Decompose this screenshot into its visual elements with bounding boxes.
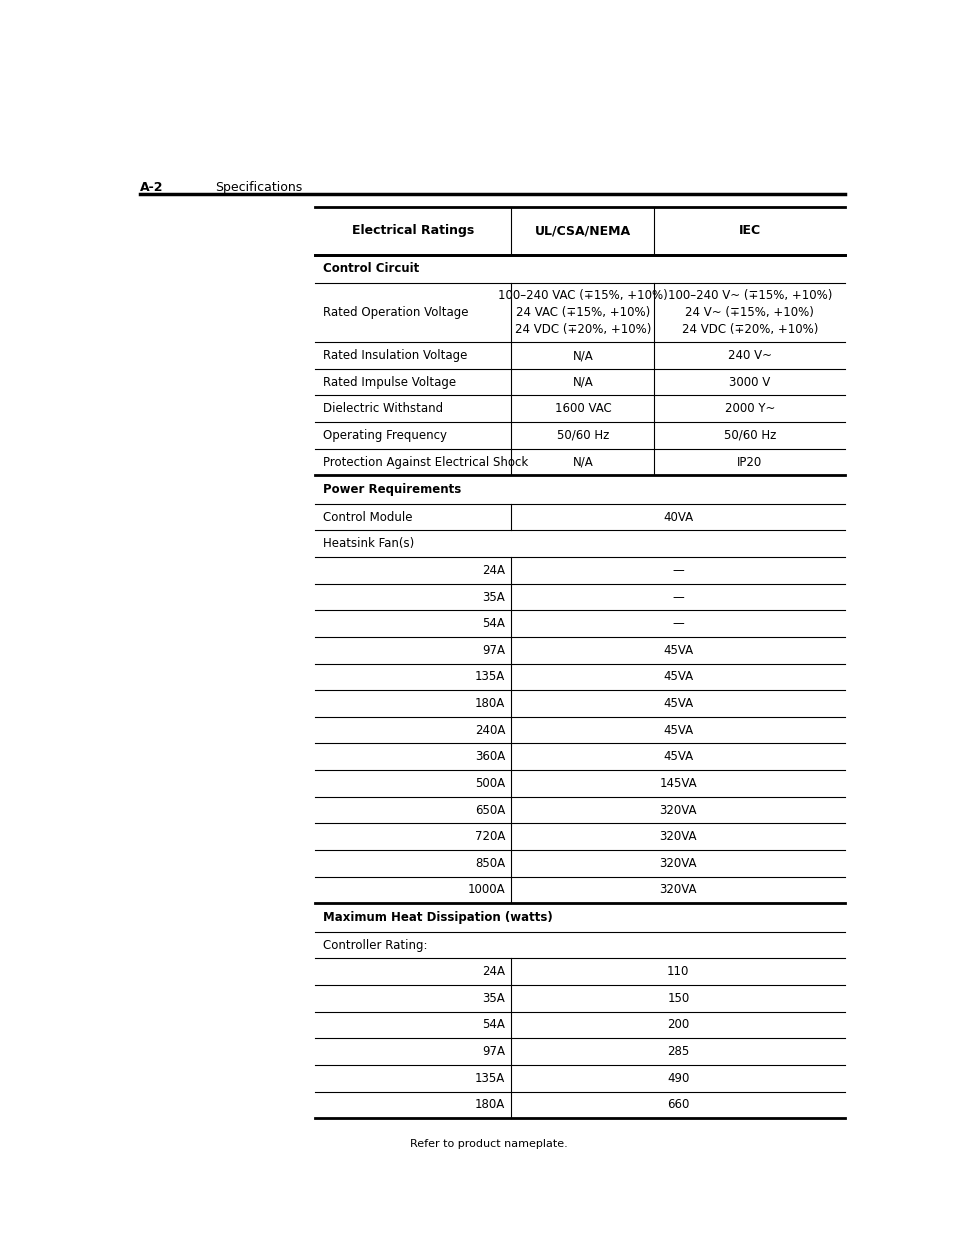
Text: 97A: 97A — [482, 1045, 505, 1058]
Text: Rated Impulse Voltage: Rated Impulse Voltage — [322, 375, 456, 389]
Text: 100–240 V~ (∓15%, +10%)
24 V~ (∓15%, +10%)
24 VDC (∓20%, +10%): 100–240 V~ (∓15%, +10%) 24 V~ (∓15%, +10… — [667, 289, 831, 336]
Text: 1000A: 1000A — [467, 883, 505, 897]
Text: 320VA: 320VA — [659, 804, 697, 816]
Text: Electrical Ratings: Electrical Ratings — [352, 225, 474, 237]
Text: 660: 660 — [666, 1098, 689, 1112]
Text: 40VA: 40VA — [662, 510, 693, 524]
Text: 150: 150 — [666, 992, 689, 1005]
Text: 45VA: 45VA — [662, 724, 693, 737]
Text: 3000 V: 3000 V — [728, 375, 770, 389]
Text: IEC: IEC — [738, 225, 760, 237]
Text: Refer to product nameplate.: Refer to product nameplate. — [410, 1139, 567, 1149]
Text: —: — — [672, 618, 683, 630]
Text: UL/CSA/NEMA: UL/CSA/NEMA — [535, 225, 630, 237]
Text: 45VA: 45VA — [662, 643, 693, 657]
Text: 145VA: 145VA — [659, 777, 697, 790]
Text: Controller Rating:: Controller Rating: — [322, 939, 427, 952]
Text: 35A: 35A — [482, 992, 505, 1005]
Text: 285: 285 — [666, 1045, 689, 1058]
Text: Rated Operation Voltage: Rated Operation Voltage — [322, 306, 468, 319]
Text: 240A: 240A — [475, 724, 505, 737]
Text: Protection Against Electrical Shock: Protection Against Electrical Shock — [322, 456, 527, 468]
Text: 50/60 Hz: 50/60 Hz — [723, 429, 775, 442]
Text: N/A: N/A — [572, 350, 593, 362]
Text: 500A: 500A — [475, 777, 505, 790]
Text: Rated Insulation Voltage: Rated Insulation Voltage — [322, 350, 466, 362]
Text: 2000 Y~: 2000 Y~ — [724, 403, 774, 415]
Text: 320VA: 320VA — [659, 883, 697, 897]
Text: 720A: 720A — [475, 830, 505, 844]
Text: 24A: 24A — [482, 966, 505, 978]
Text: Heatsink Fan(s): Heatsink Fan(s) — [322, 537, 414, 551]
Text: Operating Frequency: Operating Frequency — [322, 429, 446, 442]
Text: 45VA: 45VA — [662, 751, 693, 763]
Text: 490: 490 — [666, 1072, 689, 1084]
Text: Maximum Heat Dissipation (watts): Maximum Heat Dissipation (watts) — [322, 911, 552, 924]
Text: 97A: 97A — [482, 643, 505, 657]
Text: IP20: IP20 — [737, 456, 761, 468]
Text: 110: 110 — [666, 966, 689, 978]
Text: Dielectric Withstand: Dielectric Withstand — [322, 403, 442, 415]
Text: 180A: 180A — [475, 1098, 505, 1112]
Text: 54A: 54A — [482, 618, 505, 630]
Text: —: — — [672, 564, 683, 577]
Text: 135A: 135A — [475, 1072, 505, 1084]
Text: Power Requirements: Power Requirements — [322, 483, 460, 496]
Text: 24A: 24A — [482, 564, 505, 577]
Text: N/A: N/A — [572, 375, 593, 389]
Text: 850A: 850A — [475, 857, 505, 869]
Text: 100–240 VAC (∓15%, +10%)
24 VAC (∓15%, +10%)
24 VDC (∓20%, +10%): 100–240 VAC (∓15%, +10%) 24 VAC (∓15%, +… — [497, 289, 667, 336]
Text: 45VA: 45VA — [662, 697, 693, 710]
Text: A-2: A-2 — [140, 182, 163, 194]
Text: 45VA: 45VA — [662, 671, 693, 683]
Text: Control Circuit: Control Circuit — [322, 263, 418, 275]
Text: 35A: 35A — [482, 590, 505, 604]
Text: 650A: 650A — [475, 804, 505, 816]
Text: 200: 200 — [666, 1019, 689, 1031]
Text: 320VA: 320VA — [659, 857, 697, 869]
Text: 135A: 135A — [475, 671, 505, 683]
Text: Control Module: Control Module — [322, 510, 412, 524]
Text: 240 V~: 240 V~ — [727, 350, 771, 362]
Text: N/A: N/A — [572, 456, 593, 468]
Text: 360A: 360A — [475, 751, 505, 763]
Text: 1600 VAC: 1600 VAC — [554, 403, 611, 415]
Text: —: — — [672, 590, 683, 604]
Text: 320VA: 320VA — [659, 830, 697, 844]
Text: 180A: 180A — [475, 697, 505, 710]
Text: Specifications: Specifications — [215, 182, 302, 194]
Text: 54A: 54A — [482, 1019, 505, 1031]
Text: 50/60 Hz: 50/60 Hz — [557, 429, 608, 442]
